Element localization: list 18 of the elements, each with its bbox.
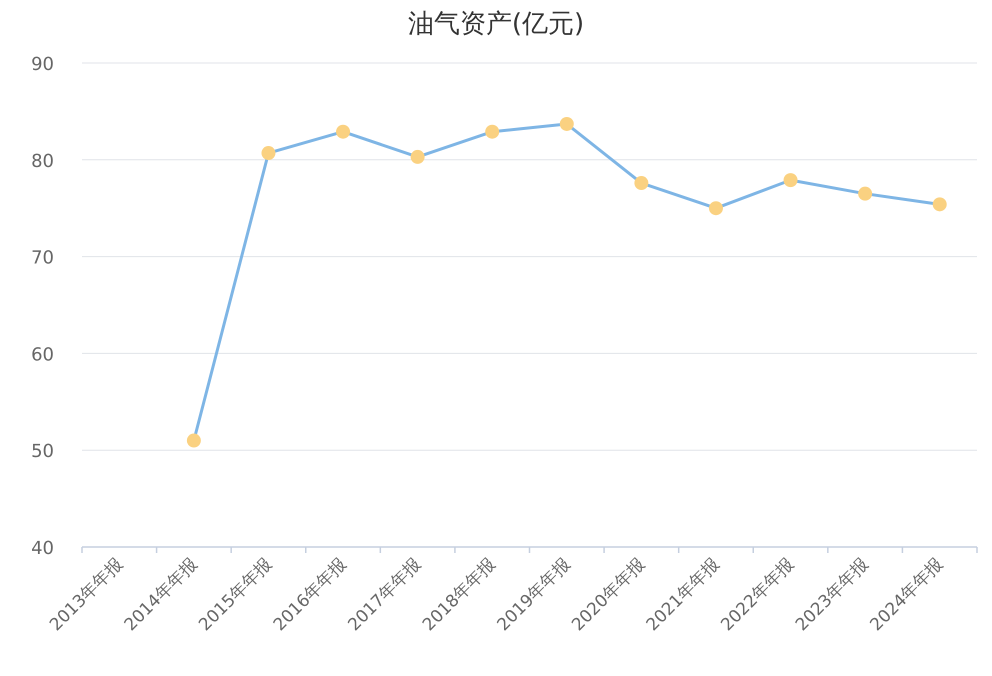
- point: [858, 186, 872, 201]
- point: [560, 116, 574, 131]
- y-tick-label: 40: [31, 538, 54, 559]
- point: [634, 176, 648, 190]
- point: [708, 201, 723, 216]
- y-tick-label: 70: [31, 248, 54, 269]
- point: [784, 173, 798, 188]
- y-tick-label: 80: [31, 150, 54, 172]
- point: [485, 124, 500, 139]
- point: [261, 146, 276, 160]
- point: [186, 434, 201, 448]
- point: [410, 150, 425, 164]
- y-tick-label: 90: [31, 54, 54, 75]
- point: [336, 124, 350, 139]
- point: [932, 197, 947, 212]
- y-tick-label: 60: [31, 344, 54, 366]
- chart-title: 油气资产(亿元): [408, 9, 584, 39]
- y-tick-label: 50: [31, 441, 54, 462]
